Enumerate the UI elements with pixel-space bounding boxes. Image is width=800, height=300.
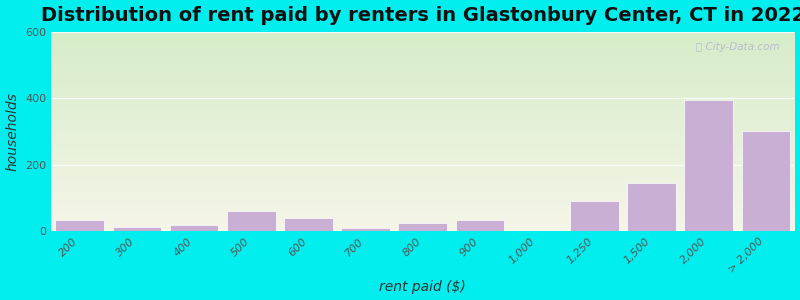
Bar — [513, 230, 562, 231]
Title: Distribution of rent paid by renters in Glastonbury Center, CT in 2022: Distribution of rent paid by renters in … — [41, 6, 800, 25]
Bar — [284, 218, 333, 231]
Bar — [113, 227, 161, 231]
Bar — [170, 225, 218, 231]
Bar — [742, 131, 790, 231]
Bar — [570, 201, 618, 231]
Bar — [55, 220, 104, 231]
Text: ⓘ City-Data.com: ⓘ City-Data.com — [696, 42, 779, 52]
Bar — [227, 211, 275, 231]
Y-axis label: households: households — [6, 92, 19, 171]
Bar — [684, 100, 733, 231]
Bar — [398, 223, 447, 231]
Bar — [342, 228, 390, 231]
Bar — [627, 183, 676, 231]
X-axis label: rent paid ($): rent paid ($) — [379, 280, 466, 294]
Bar — [456, 220, 504, 231]
